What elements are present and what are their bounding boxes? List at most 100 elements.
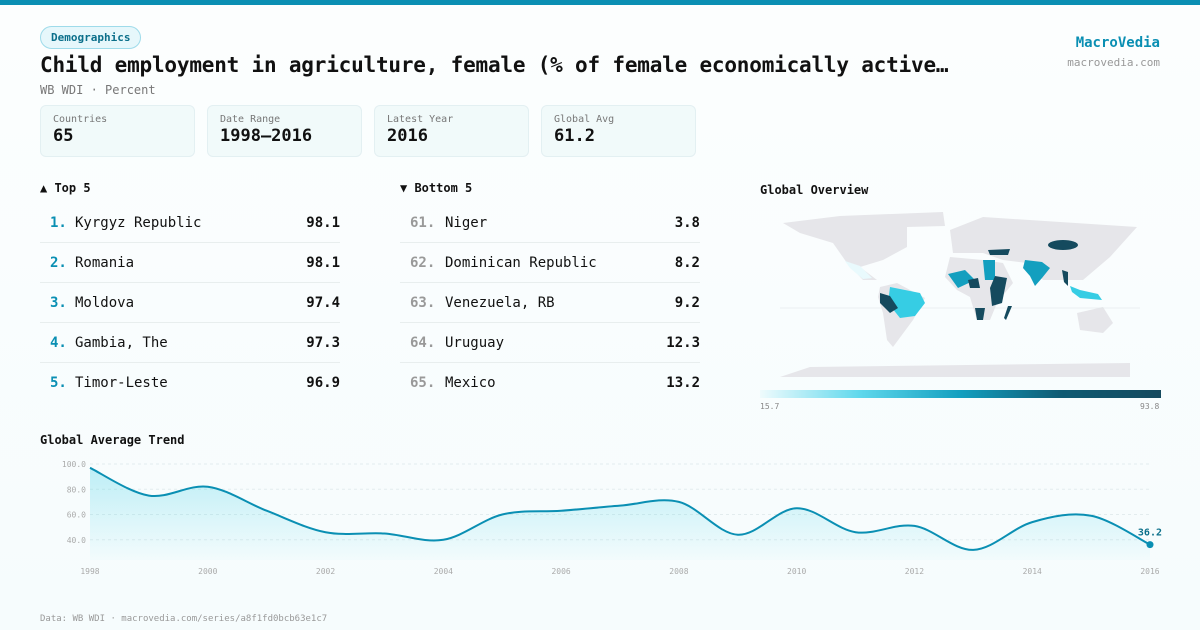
list-item[interactable]: 65. Mexico 13.2 — [400, 363, 700, 403]
stat-card-latest-year: Latest Year 2016 — [374, 105, 529, 157]
rank: 63. — [410, 294, 436, 311]
rank: 1. — [50, 214, 67, 231]
list-item[interactable]: 5. Timor-Leste 96.9 — [40, 363, 340, 403]
map-legend-gradient — [760, 390, 1161, 398]
page-title: Child employment in agriculture, female … — [40, 53, 949, 77]
stat-value: 1998–2016 — [220, 126, 313, 146]
country-madagascar — [1004, 306, 1012, 320]
stat-value: 61.2 — [554, 126, 595, 146]
x-tick-label: 2008 — [669, 567, 688, 576]
brand-url[interactable]: macrovedia.com — [1067, 56, 1160, 69]
north-america — [783, 212, 945, 280]
trend-chart: 100.0 80.0 60.0 40.0 1998 2000 2002 2004 2006 200… — [62, 460, 1162, 576]
trend-area — [90, 467, 1150, 560]
trend-line — [89, 466, 1151, 551]
country-value: 96.9 — [306, 375, 340, 391]
country-indonesia — [1070, 286, 1102, 300]
y-tick-label: 40.0 — [67, 536, 86, 545]
x-tick-label: 2014 — [1023, 567, 1042, 576]
y-tick-label: 100.0 — [62, 460, 86, 469]
country-value: 13.2 — [666, 375, 700, 391]
country-value: 12.3 — [666, 334, 700, 351]
stat-card-countries: Countries 65 — [40, 105, 195, 157]
antarctica — [780, 363, 1130, 377]
country-value: 9.2 — [674, 294, 700, 311]
list-item[interactable]: 1. Kyrgyz Republic 98.1 — [40, 203, 340, 243]
stat-value: 65 — [53, 126, 74, 146]
stat-label: Latest Year — [387, 114, 454, 125]
bottom5-title: ▼ Bottom 5 — [400, 181, 473, 195]
rank: 3. — [50, 294, 67, 311]
legend-max: 93.8 — [1140, 402, 1160, 411]
trend-title: Global Average Trend — [40, 433, 185, 447]
rank: 64. — [410, 334, 436, 351]
top-accent-bar — [0, 0, 1200, 5]
rank: 4. — [50, 334, 67, 351]
x-tick-label: 2000 — [198, 567, 217, 576]
x-tick-label: 2012 — [905, 567, 924, 576]
country-name: Timor-Leste — [75, 375, 168, 391]
top5-list: ▲ Top 5 1. Kyrgyz Republic 98.1 2. Roman… — [40, 181, 340, 403]
brand-logo[interactable]: MacroVedia — [1075, 35, 1160, 51]
country-vietnam — [1062, 270, 1068, 286]
bottom5-list: ▼ Bottom 5 61. Niger 3.8 62. Dominican R… — [400, 181, 700, 403]
x-tick-label: 2006 — [551, 567, 570, 576]
y-tick-label: 60.0 — [67, 511, 86, 520]
list-item[interactable]: 4. Gambia, The 97.3 — [40, 323, 340, 363]
x-tick-label: 2016 — [1140, 567, 1159, 576]
country-mexico — [845, 261, 872, 279]
category-badge[interactable]: Demographics — [40, 26, 142, 49]
rank: 65. — [410, 375, 436, 391]
eurasia — [950, 217, 1137, 280]
rank: 61. — [410, 214, 436, 231]
list-item[interactable]: 61. Niger 3.8 — [400, 203, 700, 243]
country-ethiopia-kenya — [990, 276, 1007, 306]
list-item[interactable]: 64. Uruguay 12.3 — [400, 323, 700, 363]
stat-value: 2016 — [387, 126, 428, 146]
list-item[interactable]: 62. Dominican Republic 8.2 — [400, 243, 700, 283]
x-tick-label: 2010 — [787, 567, 806, 576]
country-name: Romania — [75, 254, 135, 271]
rank: 62. — [410, 254, 436, 271]
x-tick-label: 2004 — [434, 567, 453, 576]
last-value-label: 36.2 — [1138, 528, 1162, 539]
stat-label: Global Avg — [554, 114, 615, 125]
stat-label: Date Range — [220, 114, 281, 125]
stat-label: Countries — [53, 114, 108, 125]
rank: 2. — [50, 254, 67, 271]
country-name: Mexico — [445, 375, 496, 391]
country-name: Kyrgyz Republic — [75, 214, 202, 231]
y-tick-label: 80.0 — [67, 485, 86, 494]
page-subtitle: WB WDI · Percent — [40, 83, 156, 97]
country-name: Uruguay — [445, 334, 505, 351]
data-point — [1146, 541, 1154, 549]
country-value: 97.3 — [306, 334, 340, 351]
country-value: 3.8 — [674, 214, 700, 231]
legend-min: 15.7 — [760, 402, 780, 411]
country-name: Gambia, The — [75, 334, 168, 351]
country-value: 8.2 — [674, 254, 700, 271]
country-name: Niger — [445, 214, 488, 231]
country-nigeria — [968, 278, 980, 288]
country-value: 97.4 — [306, 294, 340, 311]
data-countries — [845, 240, 1102, 320]
country-peru-bolivia — [880, 293, 898, 313]
country-turkey — [988, 249, 1010, 255]
world-map[interactable] — [780, 208, 1140, 378]
country-value: 98.1 — [306, 254, 340, 271]
top5-title: ▲ Top 5 — [40, 181, 91, 195]
country-zambia — [975, 308, 985, 320]
rank: 5. — [50, 375, 67, 391]
stats-row: Countries 65 Date Range 1998–2016 Latest Y… — [40, 105, 696, 157]
stat-card-global-avg: Global Avg 61.2 — [541, 105, 696, 157]
x-tick-label: 2002 — [316, 567, 335, 576]
country-name: Venezuela, RB — [445, 294, 555, 311]
country-india — [1023, 260, 1050, 286]
list-item[interactable]: 63. Venezuela, RB 9.2 — [400, 283, 700, 323]
list-item[interactable]: 3. Moldova 97.4 — [40, 283, 340, 323]
list-item[interactable]: 2. Romania 98.1 — [40, 243, 340, 283]
country-brazil — [888, 287, 925, 318]
x-tick-label: 1998 — [80, 567, 99, 576]
country-west-africa — [948, 270, 975, 288]
footer-source: Data: WB WDI · macrovedia.com/series/a8f… — [40, 614, 328, 624]
